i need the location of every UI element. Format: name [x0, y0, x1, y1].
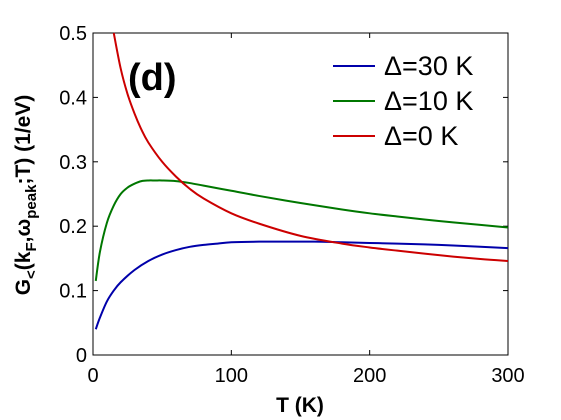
plot-frame	[92, 32, 509, 356]
series-lines	[94, 32, 509, 330]
series-line-10-k	[94, 179, 509, 282]
y-tick-label: 0.4	[59, 87, 87, 109]
y-label-sub3: peak	[23, 184, 40, 219]
y-tick-label: 0.2	[59, 216, 87, 238]
series-line-0-k	[112, 32, 509, 262]
x-axis-label: T (K)	[276, 394, 324, 417]
y-tick-label: 0	[76, 345, 87, 367]
legend: Δ=30 K Δ=10 K Δ=0 K	[333, 51, 473, 151]
legend-label: Δ=10 K	[384, 86, 473, 116]
y-label-prefix: G	[12, 279, 35, 295]
y-tick-label: 0.1	[59, 281, 87, 303]
y-tick-label: 0.3	[59, 152, 87, 174]
y-label-mid2: ,ω	[12, 219, 35, 243]
x-tick-label: 100	[215, 365, 248, 387]
series-line-30-k	[94, 240, 509, 330]
legend-label: Δ=30 K	[384, 51, 473, 81]
y-axis-label: G<(kF,ωpeak;T) (1/eV)	[12, 95, 40, 296]
y-label-sub2: F	[23, 242, 40, 251]
x-tick-label: 0	[87, 365, 98, 387]
axis-ticks: 0 100 200 300 0 0.1 0.2 0.3 0.4 0.5	[59, 23, 525, 387]
legend-label: Δ=0 K	[384, 121, 458, 151]
y-label-suffix: ;T) (1/eV)	[12, 95, 35, 185]
panel-label: (d)	[128, 57, 177, 99]
x-tick-label: 200	[353, 365, 386, 387]
y-tick-label: 0.5	[59, 23, 87, 45]
x-tick-label: 300	[491, 365, 524, 387]
y-label-sub1: <	[23, 270, 40, 279]
y-label-mid1: (k	[12, 251, 35, 270]
